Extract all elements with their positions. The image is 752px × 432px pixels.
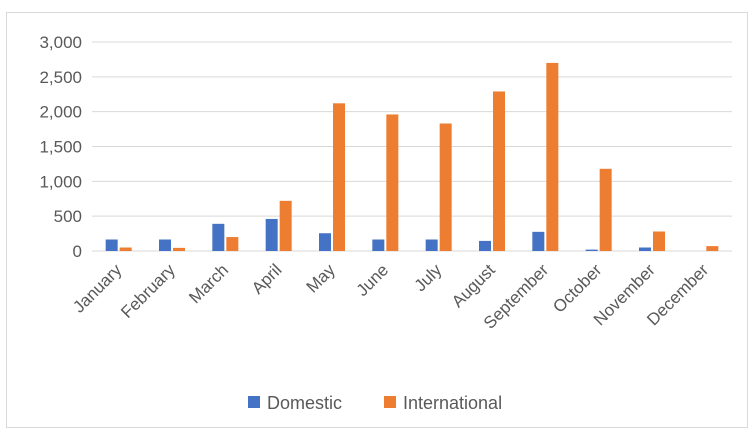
- bar-international-may: [333, 103, 345, 251]
- y-axis-tick-labels: 0 500 1,000 1,500 2,000 2,500 3,000: [39, 33, 82, 261]
- x-tick-label-march: March: [185, 260, 232, 307]
- bar-domestic-march: [212, 223, 225, 251]
- bar-domestic-january: [105, 239, 118, 251]
- x-tick-label-august: August: [448, 260, 499, 311]
- bar-international-march: [226, 237, 239, 251]
- bar-international-june: [386, 114, 399, 251]
- y-tick-label: 1,500: [39, 138, 82, 157]
- legend-swatch-international: [384, 396, 396, 408]
- bar-international-november: [653, 231, 665, 251]
- y-tick-label: 3,000: [39, 33, 82, 52]
- y-tick-label: 2,500: [39, 68, 82, 87]
- bar-international-january: [119, 247, 132, 251]
- bar-international-august: [493, 91, 505, 251]
- y-tick-label: 0: [73, 242, 82, 261]
- legend: Domestic International: [248, 393, 502, 413]
- x-tick-label-february: February: [117, 260, 179, 322]
- bar-international-october: [599, 168, 612, 251]
- bar-international-july: [439, 123, 452, 251]
- bar-domestic-june: [372, 239, 385, 251]
- bar-domestic-july: [425, 239, 438, 251]
- bar-domestic-august: [479, 240, 491, 251]
- bar-domestic-september: [532, 231, 545, 251]
- legend-label-international: International: [403, 393, 502, 413]
- x-tick-label-may: May: [303, 260, 339, 296]
- x-tick-label-july: July: [411, 260, 446, 295]
- bar-domestic-february: [159, 239, 171, 251]
- x-tick-label-june: June: [353, 260, 393, 300]
- y-tick-label: 500: [54, 207, 82, 226]
- bar-international-february: [173, 247, 185, 251]
- y-tick-label: 1,000: [39, 172, 82, 191]
- bar-domestic-may: [319, 233, 331, 251]
- bar-domestic-november: [639, 247, 651, 251]
- bars: [105, 62, 719, 252]
- bar-international-december: [706, 246, 719, 251]
- legend-label-domestic: Domestic: [267, 393, 342, 413]
- x-tick-label-april: April: [248, 260, 285, 297]
- bar-international-september: [546, 62, 559, 252]
- legend-swatch-domestic: [248, 396, 260, 408]
- chart-frame: [6, 12, 748, 428]
- y-tick-label: 2,000: [39, 103, 82, 122]
- bar-domestic-april: [265, 218, 278, 251]
- grid-lines: [92, 41, 732, 252]
- bar-domestic-october: [585, 249, 598, 251]
- bar-international-april: [279, 200, 292, 251]
